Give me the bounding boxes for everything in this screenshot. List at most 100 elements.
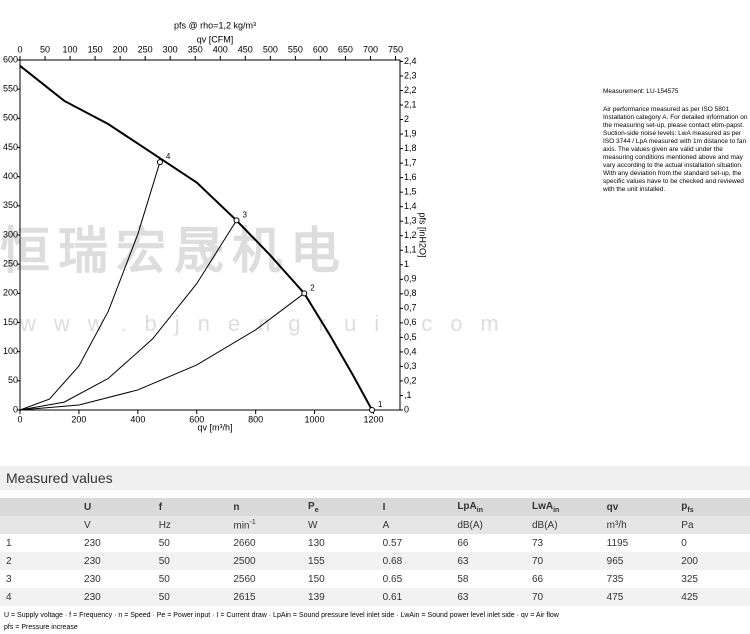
operating-point — [301, 290, 308, 297]
table-row: 2 230 50 2500 155 0.68 63 70 965 200 — [0, 552, 750, 570]
table-cell: W — [302, 516, 377, 534]
table-cell: 200 — [675, 552, 750, 570]
curve — [19, 220, 237, 411]
y2-tick-label: 2,1 — [404, 99, 417, 109]
table-cell: 63 — [451, 552, 526, 570]
y-tick-label: 250 — [3, 259, 18, 269]
footnote: U = Supply voltage · f = Frequency · n =… — [4, 612, 559, 619]
table-cell: 50 — [152, 588, 228, 606]
table-cell: 230 — [84, 573, 101, 585]
y-tick-label: 600 — [3, 54, 18, 64]
y2-tick-label: 1,9 — [404, 128, 417, 138]
table-cell: pfs — [675, 498, 750, 516]
footnote: pfs = Pressure increase — [4, 624, 78, 631]
x2-tick-label: 500 — [263, 44, 278, 54]
table-cell: 0.65 — [382, 573, 403, 585]
y-tick-label: 400 — [3, 171, 18, 181]
cell-text: LpA — [457, 500, 477, 512]
x-tick-label: 200 — [71, 414, 86, 424]
table-cell: I — [376, 498, 452, 516]
y-tick-label: 50 — [8, 375, 18, 385]
table-cell: 230 — [78, 552, 153, 570]
table-cell — [0, 516, 79, 534]
x2-tick-label: 250 — [138, 44, 153, 54]
y2-tick-label: 1,5 — [404, 187, 417, 197]
table-cell: 425 — [675, 588, 750, 606]
table-cell: 0.68 — [376, 552, 452, 570]
table-cell: 66 — [531, 573, 544, 585]
table-cell: Pa — [675, 516, 750, 534]
notes-text: Air performance measured as per ISO 5801… — [603, 106, 748, 193]
y-tick-label: 0 — [13, 404, 18, 414]
cell-sub: in — [553, 506, 560, 514]
cell-sub: in — [476, 506, 484, 514]
table-cell: A — [376, 516, 452, 534]
y2-tick-label: ,1 — [404, 390, 412, 400]
table-cell: Pe — [302, 498, 377, 516]
cell-sub: e — [314, 506, 319, 514]
x2-tick-label: 100 — [63, 44, 78, 54]
table-cell: 50 — [158, 537, 170, 549]
y2-tick-label: 1,8 — [404, 143, 417, 153]
x2-tick-label: 50 — [40, 44, 50, 54]
table-cell: 3 — [6, 573, 12, 585]
chart-title: pfs @ rho=1,2 kg/m³ — [174, 20, 256, 30]
table-cell: LpAin — [451, 498, 526, 516]
y-tick-label: 100 — [3, 346, 18, 356]
y-tick-label: 200 — [3, 288, 18, 298]
point-label: 1 — [378, 400, 383, 409]
table-cell: 1195 — [606, 537, 629, 549]
cell-sub: fs — [687, 506, 694, 514]
table-row: 4 230 50 2615 139 0.61 63 70 475 425 — [0, 588, 750, 606]
y2-tick-label: 2,3 — [404, 70, 417, 80]
y2-tick-label: 2 — [404, 114, 409, 124]
table-cell: 2 — [0, 552, 79, 570]
table-cell: 230 — [78, 588, 153, 606]
cell-text: min — [233, 520, 250, 532]
operating-point — [156, 159, 163, 166]
table-cell: Hz — [152, 516, 228, 534]
table-cell: 73 — [531, 537, 544, 549]
y2-tick-label: 1,7 — [404, 157, 417, 167]
table-cell: 66 — [457, 537, 469, 549]
point-label: 2 — [310, 283, 315, 292]
y-tick-label: 150 — [3, 317, 18, 327]
table-cell: n — [227, 498, 303, 516]
x-tick-label: 1000 — [305, 414, 325, 424]
point-label: 3 — [243, 211, 248, 220]
x2-tick-label: 750 — [388, 44, 403, 54]
x2-tick-label: 150 — [88, 44, 103, 54]
table-cell: m³/h — [600, 516, 676, 534]
table-cell: qv — [600, 498, 676, 516]
table-cell: U — [78, 498, 153, 516]
cell-sup: -1 — [249, 518, 256, 526]
table-row: 3 230 50 2560 150 0.65 58 66 735 325 — [0, 570, 750, 588]
y2-tick-label: 0,3 — [404, 361, 417, 371]
y-tick-label: 550 — [3, 84, 18, 94]
x2-tick-label: 300 — [163, 44, 178, 54]
y-tick-label: 300 — [3, 229, 18, 239]
measurement: Measurement: LU-154575 — [603, 88, 679, 95]
x2-tick-label: 600 — [313, 44, 328, 54]
table-cell: 2560 — [233, 573, 256, 585]
table-cell: 2660 — [233, 537, 256, 549]
x2-tick-label: 400 — [213, 44, 228, 54]
y-tick-label: 450 — [3, 142, 18, 152]
y-tick-label: 350 — [3, 200, 18, 210]
y2-tick-label: 1 — [404, 259, 409, 269]
y2-tick-label: 2,2 — [404, 85, 417, 95]
x2-axis-label: qv [CFM] — [197, 34, 234, 44]
table-cell: 58 — [457, 573, 469, 585]
y2-tick-label: 0,9 — [404, 274, 417, 284]
y2-tick-label: 0,2 — [404, 375, 417, 385]
chart: pfs @ rho=1,2 kg/m³ qv [CFM] qv [m³/h] p… — [0, 20, 499, 432]
table-cell: 0.57 — [382, 537, 403, 549]
table-cell: 2500 — [227, 552, 303, 570]
x2-tick-label: 550 — [288, 44, 303, 54]
table-cell: 150 — [308, 573, 325, 585]
curve — [19, 292, 305, 411]
x2-tick-label: 700 — [363, 44, 378, 54]
